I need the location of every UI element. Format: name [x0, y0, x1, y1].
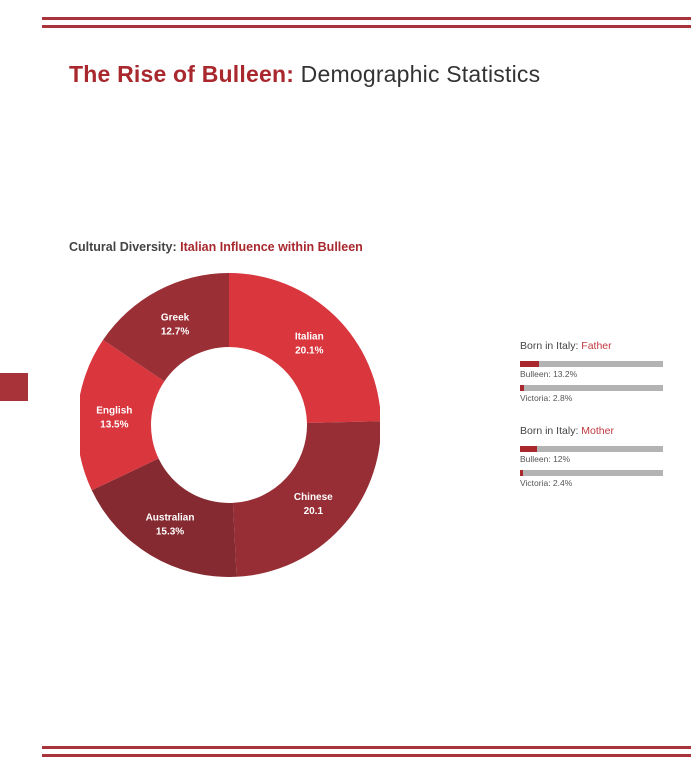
page-title-strong: The Rise of Bulleen: [69, 61, 295, 87]
bar-group-title-accent: Mother [581, 425, 614, 437]
bottom-rule-1 [42, 746, 691, 749]
bar-label: Victoria: 2.8% [520, 393, 573, 403]
donut-slice-australian [91, 458, 237, 577]
bar-fill [520, 446, 538, 452]
bar-group-mother: Born in Italy: Mother Bulleen: 12% Victo… [520, 425, 663, 488]
bottom-rule-2 [42, 754, 691, 757]
bar-row-bulleen: Bulleen: 12% [520, 446, 663, 464]
side-tab-marker [0, 373, 28, 401]
top-rule-2 [42, 25, 691, 28]
slice-label-value: 12.7% [161, 326, 189, 337]
donut-slice-italian [229, 273, 380, 424]
page-title-rest: Demographic Statistics [294, 61, 541, 87]
born-in-italy-panel: Born in Italy: Father Bulleen: 13.2% Vic… [520, 340, 663, 506]
chart-subtitle-strong: Italian Influence within Bulleen [180, 240, 363, 254]
bar-group-title-accent: Father [581, 340, 612, 352]
slice-label-name: English [96, 405, 132, 416]
slice-label-name: Chinese [294, 492, 333, 503]
bar-group-title-plain: Born in Italy: [520, 340, 582, 352]
bar-track [520, 446, 663, 452]
page-title: The Rise of Bulleen: Demographic Statist… [69, 61, 540, 88]
donut-slice-chinese [232, 421, 380, 577]
bar-label: Victoria: 2.4% [520, 478, 573, 488]
bar-row-victoria: Victoria: 2.4% [520, 470, 663, 488]
slice-label-value: 13.5% [100, 419, 128, 430]
bar-group-title: Born in Italy: Father [520, 340, 663, 355]
chart-subtitle: Cultural Diversity: Italian Influence wi… [69, 240, 363, 254]
slice-label-value: 20.1% [295, 346, 323, 357]
donut-slice-english [80, 339, 165, 491]
bar-group-title-plain: Born in Italy: [520, 425, 582, 437]
bar-fill [520, 385, 524, 391]
slice-label-name: Italian [295, 332, 324, 343]
bar-label: Bulleen: 13.2% [520, 369, 578, 379]
slice-label-value: 15.3% [156, 527, 184, 538]
bar-row-victoria: Victoria: 2.8% [520, 385, 663, 403]
bar-fill [520, 361, 539, 367]
slice-label-value: 20.1 [304, 506, 324, 517]
top-rule-1 [42, 17, 691, 20]
bar-label: Bulleen: 12% [520, 454, 571, 464]
bar-track [520, 470, 663, 476]
bar-row-bulleen: Bulleen: 13.2% [520, 361, 663, 379]
slice-label-name: Australian [146, 513, 195, 524]
bar-track [520, 385, 663, 391]
donut-chart: Italian 20.1% Chinese 20.1 Australian 15.3% En… [80, 273, 380, 577]
donut-slice-greek [103, 273, 229, 382]
bar-group-title: Born in Italy: Mother [520, 425, 663, 440]
bar-group-father: Born in Italy: Father Bulleen: 13.2% Vic… [520, 340, 663, 403]
bar-fill [520, 470, 524, 476]
bar-track [520, 361, 663, 367]
slice-label-name: Greek [161, 312, 190, 323]
chart-subtitle-plain: Cultural Diversity: [69, 240, 181, 254]
